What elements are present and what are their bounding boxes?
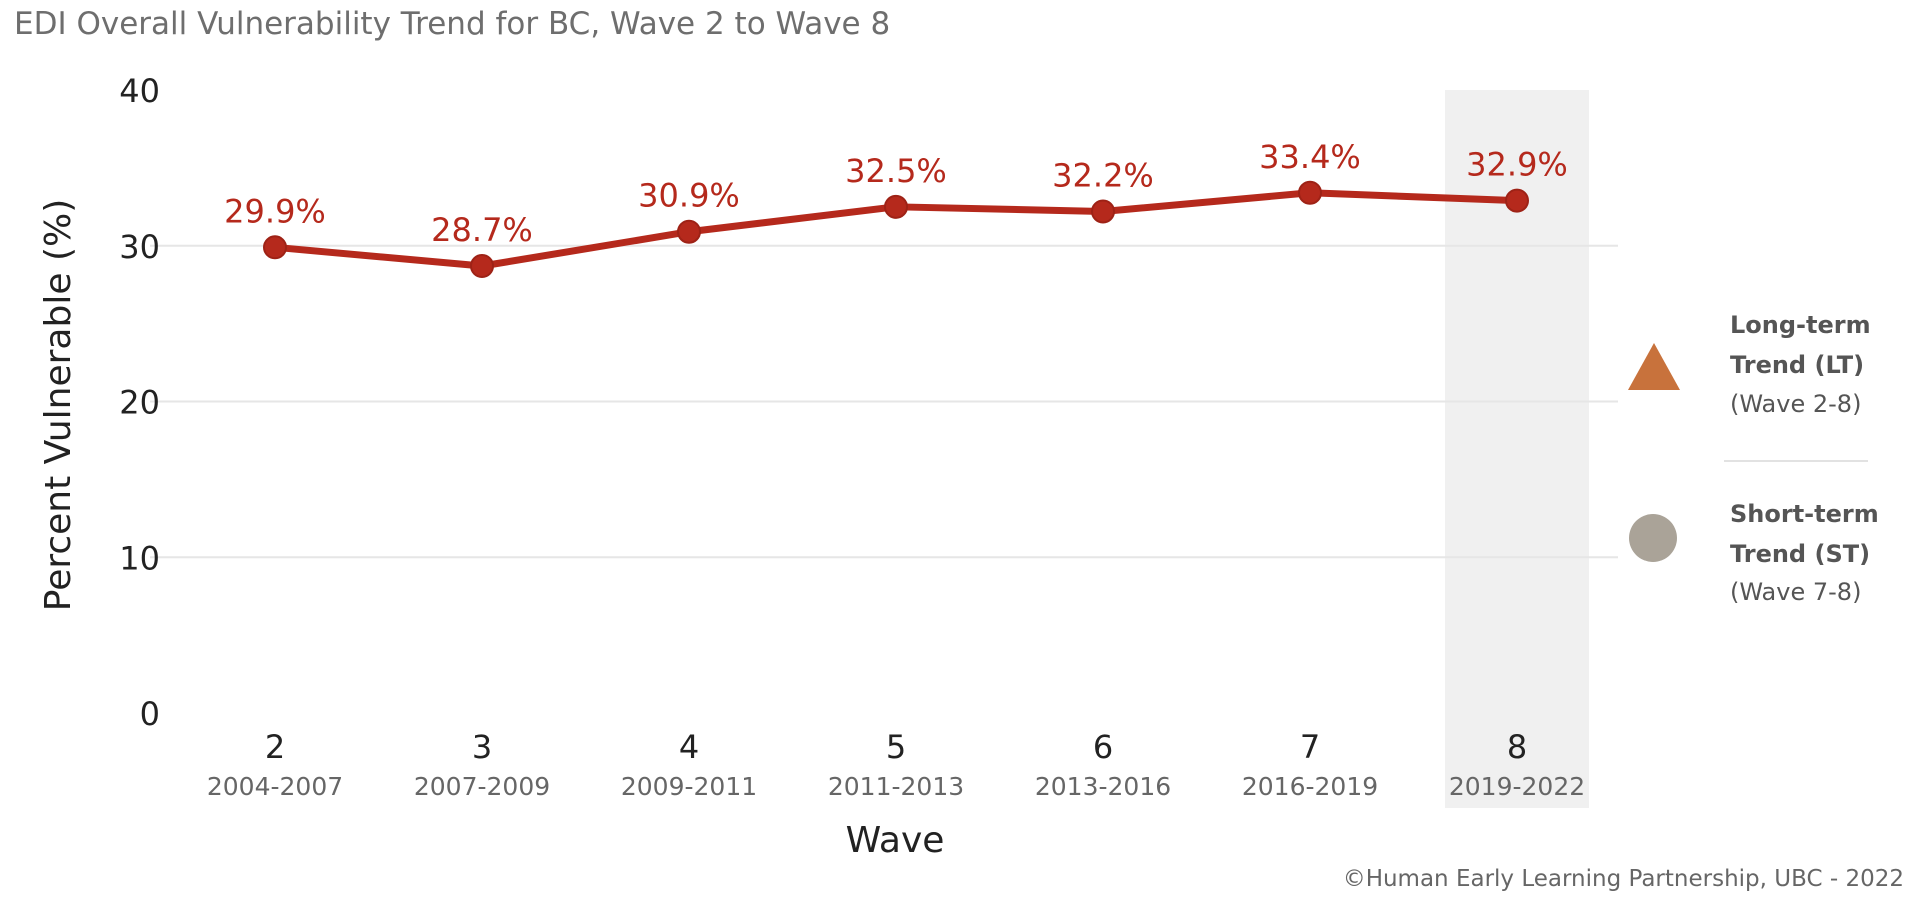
x-tick-sublabel: 2013-2016 [1035, 772, 1171, 801]
x-tick-label: 5 [886, 728, 906, 766]
triangle-icon [1628, 343, 1680, 390]
data-label: 33.4% [1259, 138, 1361, 176]
x-tick-label: 8 [1507, 728, 1527, 766]
data-label: 30.9% [638, 177, 740, 215]
x-tick-sublabel: 2016-2019 [1242, 772, 1378, 801]
y-tick-label: 40 [119, 72, 160, 110]
x-tick-label: 4 [679, 728, 699, 766]
y-tick-label: 0 [140, 695, 160, 733]
x-tick-sublabel: 2011-2013 [828, 772, 964, 801]
circle-icon [1629, 514, 1677, 562]
x-tick-sublabel: 2009-2011 [621, 772, 757, 801]
y-axis-label: Percent Vulnerable (%) [38, 199, 79, 611]
data-label: 32.2% [1052, 156, 1154, 194]
data-point [1505, 188, 1529, 213]
copyright-notice: ©Human Early Learning Partnership, UBC -… [1342, 866, 1904, 892]
data-label: 32.5% [845, 152, 947, 190]
x-tick-label: 6 [1093, 728, 1113, 766]
y-tick-label: 10 [119, 539, 160, 577]
legend-divider [1724, 460, 1868, 462]
x-axis-label: Wave [846, 820, 945, 861]
legend-long-term-range: (Wave 2-8) [1730, 390, 1862, 418]
x-tick-label: 3 [472, 728, 492, 766]
legend-long-term-title: Long-term Trend (LT) [1730, 311, 1871, 379]
data-point [884, 194, 908, 219]
x-tick-label: 2 [265, 728, 285, 766]
y-tick-label: 30 [119, 228, 160, 266]
x-tick-label: 7 [1300, 728, 1320, 766]
data-label: 32.9% [1466, 146, 1568, 184]
data-point [263, 235, 287, 260]
data-point [1091, 199, 1115, 224]
legend-short-term-title: Short-term Trend (ST) [1730, 500, 1879, 568]
x-tick-sublabel: 2019-2022 [1449, 772, 1585, 801]
data-label: 28.7% [431, 211, 533, 249]
data-label: 29.9% [224, 192, 326, 230]
x-tick-sublabel: 2004-2007 [207, 772, 343, 801]
legend-short-term-range: (Wave 7-8) [1730, 578, 1862, 606]
data-point [1298, 180, 1322, 205]
y-tick-label: 20 [119, 384, 160, 422]
x-tick-sublabel: 2007-2009 [414, 772, 550, 801]
data-point [677, 219, 701, 244]
data-point [470, 253, 494, 278]
chart-title: EDI Overall Vulnerability Trend for BC, … [14, 6, 891, 42]
